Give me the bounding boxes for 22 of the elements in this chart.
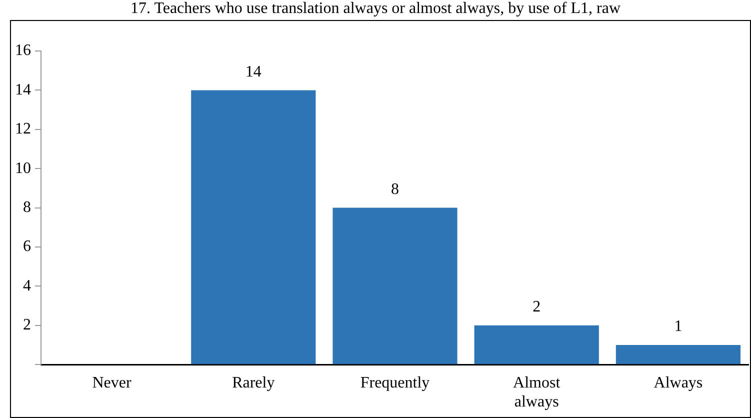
x-tick-label: Frequently	[360, 374, 430, 392]
data-label: 1	[674, 318, 682, 336]
y-tick-label: 16	[15, 42, 31, 60]
data-label: 14	[245, 63, 262, 80]
x-tick-label: Rarely	[232, 374, 275, 392]
data-label: 2	[532, 298, 541, 316]
y-tick-label: 10	[15, 160, 31, 177]
y-tick-label: 12	[15, 120, 31, 138]
bar	[616, 345, 741, 364]
x-tick-label: Never	[92, 374, 132, 392]
y-tick-label: 8	[23, 199, 31, 216]
bar	[332, 208, 458, 364]
y-tick-label: 2	[23, 316, 31, 334]
bar	[191, 90, 316, 364]
y-tick-label: 14	[15, 81, 31, 98]
y-tick-label: 4	[23, 277, 31, 294]
x-tick-label: Almost always	[513, 374, 561, 411]
chart-title: 17. Teachers who use translation always or almost always, by use of L1, raw	[129, 0, 622, 18]
data-label: 8	[391, 181, 399, 198]
y-tick-label: 6	[23, 238, 31, 256]
x-tick-label: Always	[654, 374, 703, 392]
bar	[474, 325, 599, 364]
